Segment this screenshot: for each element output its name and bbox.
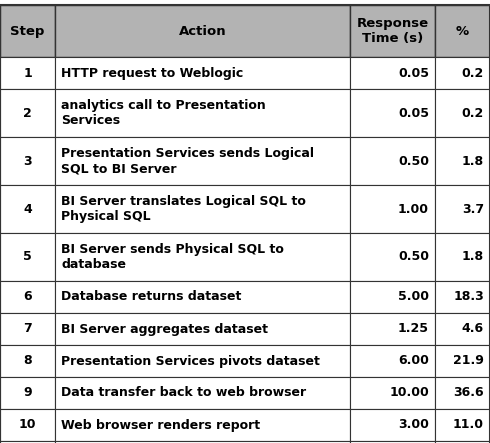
Text: 3.7: 3.7 — [462, 202, 484, 215]
Bar — [0, 409, 55, 441]
Text: 0.50: 0.50 — [398, 250, 429, 264]
Text: 18.3: 18.3 — [453, 291, 484, 303]
Bar — [435, 313, 490, 345]
Bar — [435, 233, 490, 281]
Bar — [350, 409, 435, 441]
Text: BI Server sends Physical SQL to
database: BI Server sends Physical SQL to database — [61, 243, 284, 271]
Text: 21.9: 21.9 — [453, 354, 484, 368]
Bar — [0, 377, 55, 409]
Text: 3.00: 3.00 — [398, 419, 429, 431]
Text: Action: Action — [179, 24, 226, 38]
Bar — [0, 345, 55, 377]
Bar — [435, 377, 490, 409]
Text: 5: 5 — [23, 250, 32, 264]
Text: Presentation Services sends Logical
SQL to BI Server: Presentation Services sends Logical SQL … — [61, 147, 314, 175]
Bar — [350, 313, 435, 345]
Text: Database returns dataset: Database returns dataset — [61, 291, 242, 303]
Text: Response
Time (s): Response Time (s) — [356, 17, 429, 45]
Text: BI Server translates Logical SQL to
Physical SQL: BI Server translates Logical SQL to Phys… — [61, 195, 306, 223]
Bar — [435, 89, 490, 137]
Bar — [55, 57, 350, 89]
Bar — [0, 5, 55, 57]
Text: 0.05: 0.05 — [398, 106, 429, 120]
Bar — [435, 57, 490, 89]
Bar — [435, 441, 490, 443]
Bar — [0, 57, 55, 89]
Text: 0.2: 0.2 — [462, 106, 484, 120]
Bar — [350, 57, 435, 89]
Bar — [435, 409, 490, 441]
Bar — [435, 185, 490, 233]
Text: 2: 2 — [23, 106, 32, 120]
Text: 11.0: 11.0 — [453, 419, 484, 431]
Text: 1.8: 1.8 — [462, 155, 484, 167]
Bar — [350, 441, 435, 443]
Bar — [435, 5, 490, 57]
Text: 9: 9 — [23, 386, 32, 400]
Text: 0.2: 0.2 — [462, 66, 484, 79]
Text: 8: 8 — [23, 354, 32, 368]
Text: 4.6: 4.6 — [462, 323, 484, 335]
Text: 4: 4 — [23, 202, 32, 215]
Text: 1.25: 1.25 — [398, 323, 429, 335]
Text: analytics call to Presentation
Services: analytics call to Presentation Services — [61, 99, 266, 127]
Text: 5.00: 5.00 — [398, 291, 429, 303]
Bar — [350, 89, 435, 137]
Bar — [55, 137, 350, 185]
Bar — [55, 5, 350, 57]
Bar — [0, 233, 55, 281]
Bar — [55, 441, 350, 443]
Text: 6.00: 6.00 — [398, 354, 429, 368]
Bar — [0, 441, 55, 443]
Bar — [55, 185, 350, 233]
Bar — [55, 409, 350, 441]
Text: HTTP request to Weblogic: HTTP request to Weblogic — [61, 66, 243, 79]
Text: %: % — [456, 24, 469, 38]
Bar — [0, 281, 55, 313]
Text: Data transfer back to web browser: Data transfer back to web browser — [61, 386, 306, 400]
Bar — [350, 137, 435, 185]
Text: 0.05: 0.05 — [398, 66, 429, 79]
Text: 0.50: 0.50 — [398, 155, 429, 167]
Bar — [350, 185, 435, 233]
Text: 36.6: 36.6 — [453, 386, 484, 400]
Text: 1.8: 1.8 — [462, 250, 484, 264]
Text: 10: 10 — [19, 419, 36, 431]
Text: 3: 3 — [23, 155, 32, 167]
Bar — [55, 233, 350, 281]
Bar — [350, 345, 435, 377]
Bar — [55, 345, 350, 377]
Text: Presentation Services pivots dataset: Presentation Services pivots dataset — [61, 354, 320, 368]
Bar — [55, 313, 350, 345]
Text: 1.00: 1.00 — [398, 202, 429, 215]
Text: 10.00: 10.00 — [389, 386, 429, 400]
Text: BI Server aggregates dataset: BI Server aggregates dataset — [61, 323, 268, 335]
Bar — [435, 137, 490, 185]
Bar — [0, 89, 55, 137]
Bar — [350, 377, 435, 409]
Text: 1: 1 — [23, 66, 32, 79]
Bar — [55, 377, 350, 409]
Bar — [435, 281, 490, 313]
Text: 6: 6 — [23, 291, 32, 303]
Bar — [55, 281, 350, 313]
Text: 7: 7 — [23, 323, 32, 335]
Bar — [350, 233, 435, 281]
Bar — [0, 313, 55, 345]
Bar — [350, 5, 435, 57]
Text: Web browser renders report: Web browser renders report — [61, 419, 260, 431]
Bar — [0, 185, 55, 233]
Bar — [350, 281, 435, 313]
Bar — [435, 345, 490, 377]
Text: Step: Step — [10, 24, 45, 38]
Bar — [0, 137, 55, 185]
Bar — [55, 89, 350, 137]
